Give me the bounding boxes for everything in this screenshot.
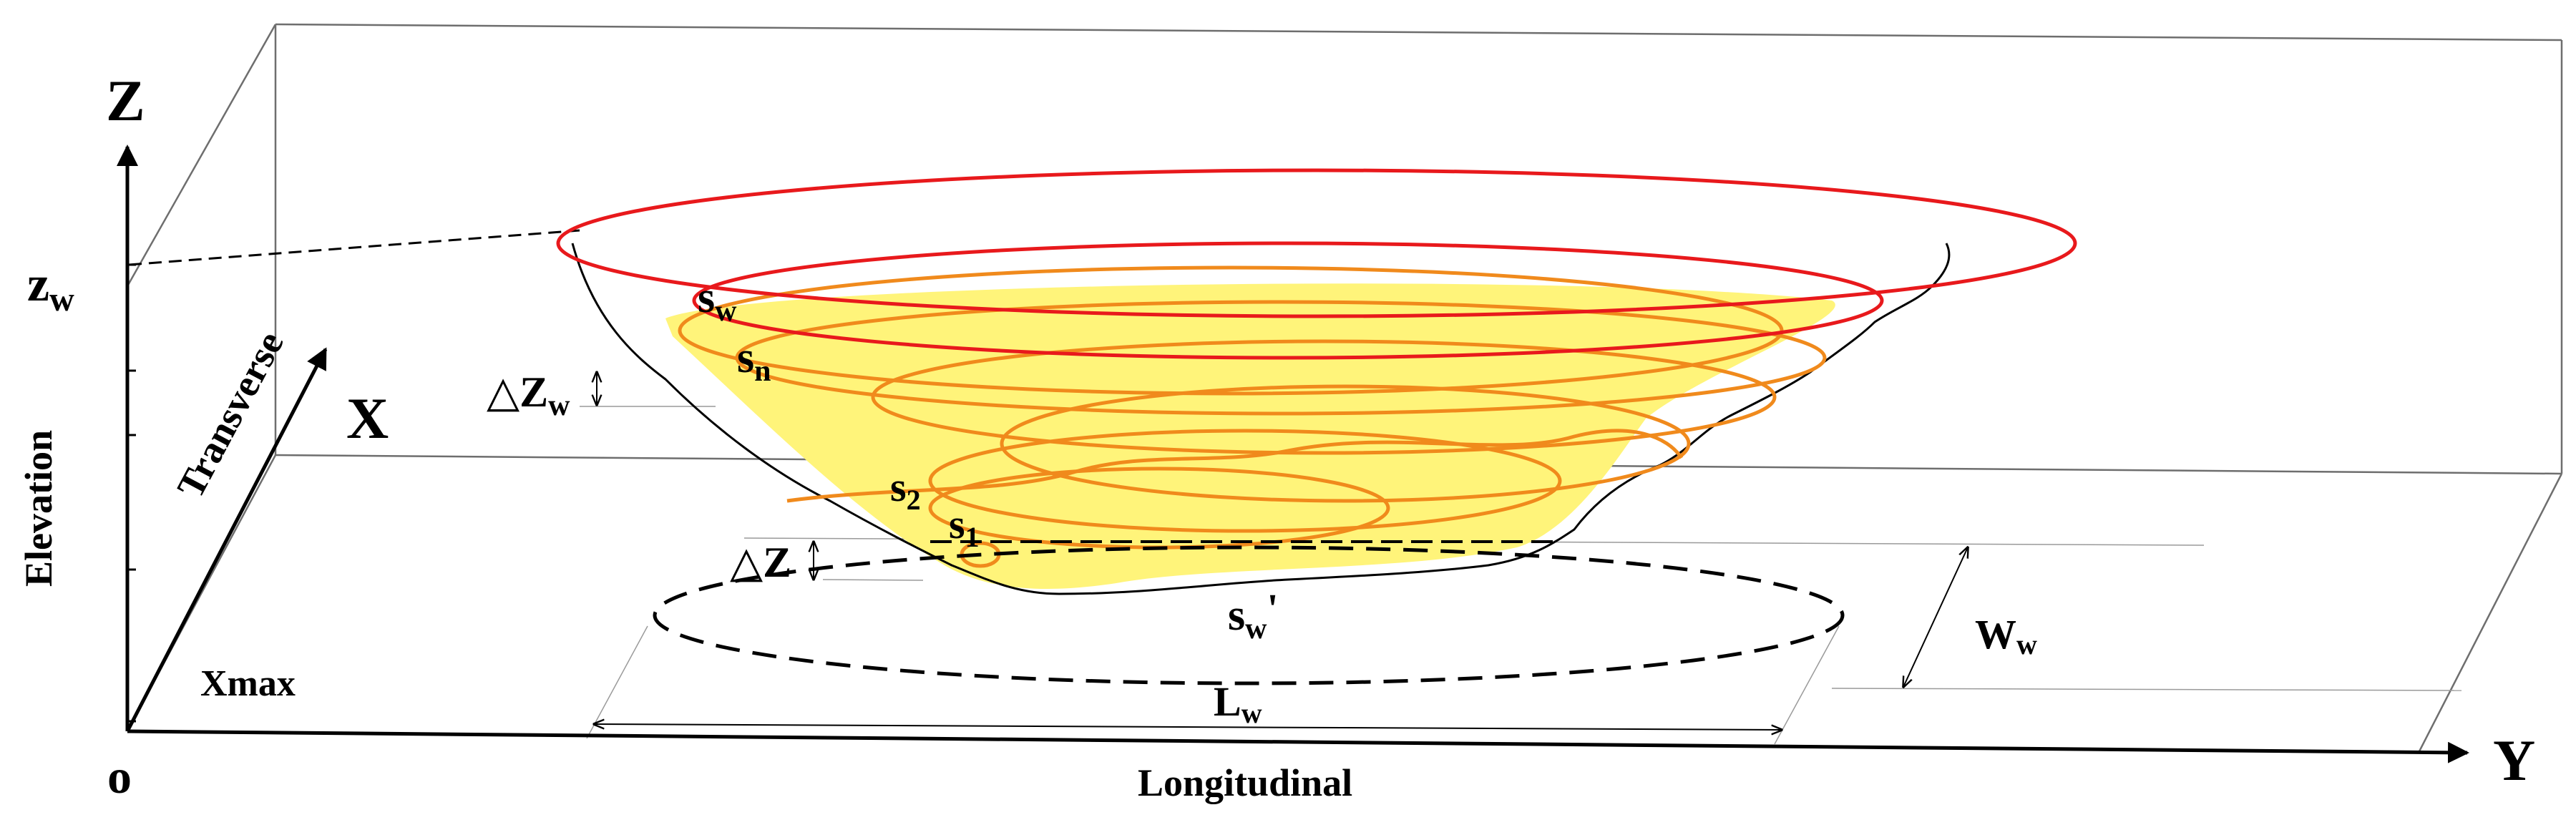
x-axis [125, 347, 328, 733]
dimension-arrows [594, 372, 1968, 730]
y-axis [127, 729, 2469, 763]
ww-label: Ww [1975, 611, 2037, 660]
ww-arrow [1903, 547, 1968, 687]
contour-lower [1000, 384, 1691, 503]
contour-outer-top [556, 168, 2077, 318]
transverse-title: Transverse [169, 324, 292, 504]
origin-label: o [107, 749, 132, 804]
outer-contours [556, 168, 2077, 360]
x-axis-label: X [346, 386, 389, 451]
sw-label: sw [698, 273, 737, 328]
contour-wavy [786, 429, 1684, 503]
z-axis-label: Z [106, 68, 145, 133]
lw-arrow [594, 724, 1782, 730]
axes [117, 145, 2469, 763]
contour-s2 [928, 429, 1562, 533]
s2-label: s2 [890, 464, 921, 516]
elevation-title: Elevation [17, 430, 60, 587]
lw-label: Lw [1214, 678, 1262, 729]
delta-zw-label: △Zw [487, 368, 570, 422]
y-axis-label: Y [2493, 728, 2535, 793]
contour-upper [735, 300, 1827, 416]
zw-label: zw [27, 257, 74, 318]
water-fill [665, 283, 1835, 589]
longitudinal-title: Longitudinal [1138, 761, 1352, 804]
s1-label: s1 [949, 501, 980, 553]
footprint-ellipse [653, 545, 1845, 685]
xmax-label: Xmax [200, 663, 296, 704]
delta-z-label: △Z [730, 539, 791, 586]
sn-label: sn [737, 333, 771, 388]
contour-sw [692, 241, 1884, 360]
sw-prime-label: sw' [1228, 585, 1279, 645]
zw-projection-line [128, 229, 580, 266]
z-axis-ticks [127, 263, 136, 723]
contour-mid [871, 339, 1777, 455]
